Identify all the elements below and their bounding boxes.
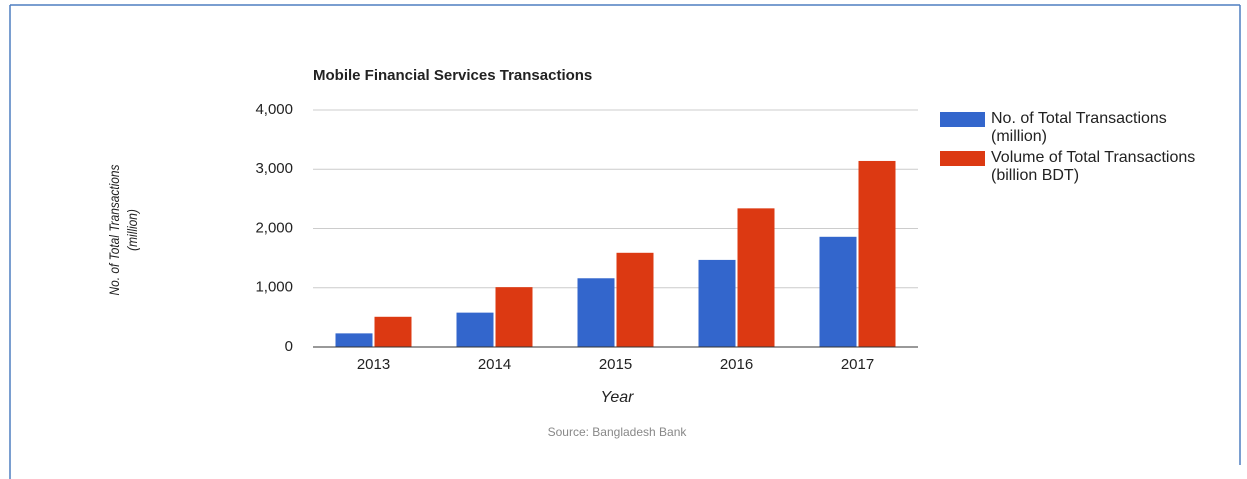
x-axis-title: Year: [601, 389, 635, 406]
legend-swatch: [940, 151, 985, 166]
legend-swatch: [940, 112, 985, 127]
bar: [858, 160, 896, 347]
y-axis-title-box: No. of Total Transactions (million): [106, 164, 140, 296]
bar: [456, 312, 494, 347]
bar: [698, 259, 736, 347]
legend-label: Volume of Total Transactions (billion BD…: [991, 149, 1196, 184]
bar: [819, 236, 857, 347]
y-tick-label: 2,000: [255, 219, 293, 236]
bar: [495, 287, 533, 347]
chart-title: Mobile Financial Services Transactions: [313, 67, 592, 84]
x-tick-label: 2014: [478, 356, 511, 373]
x-tick-label: 2016: [720, 356, 753, 373]
source: Source: Bangladesh Bank: [548, 425, 688, 439]
bar: [577, 278, 615, 347]
bar: [335, 333, 373, 347]
x-tick-label: 2013: [357, 356, 390, 373]
x-tick-label: 2015: [599, 356, 632, 373]
legend-item: Volume of Total Transactions (billion BD…: [940, 149, 1210, 185]
y-tick-label: 3,000: [255, 160, 293, 177]
y-tick-label: 4,000: [255, 101, 293, 118]
bar: [616, 252, 654, 347]
legend-label: No. of Total Transactions (million): [991, 110, 1167, 145]
y-tick-label: 0: [285, 338, 293, 355]
bar: [737, 208, 775, 347]
bar: [374, 316, 412, 347]
legend: No. of Total Transactions (million) Volum…: [940, 110, 1210, 188]
y-tick-label: 1,000: [255, 279, 293, 296]
y-axis-title: No. of Total Transactions (million): [106, 164, 140, 296]
x-tick-label: 2017: [841, 356, 874, 373]
legend-item: No. of Total Transactions (million): [940, 110, 1210, 146]
